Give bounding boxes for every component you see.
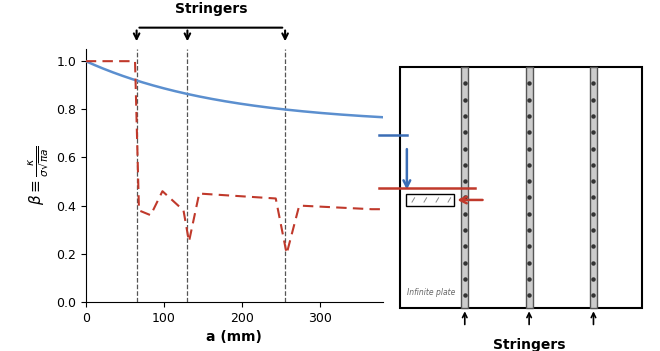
Text: Stringers: Stringers <box>175 2 247 16</box>
Text: Stringers: Stringers <box>493 338 566 351</box>
Bar <box>405 194 455 206</box>
Bar <box>590 67 597 309</box>
Y-axis label: $\beta \equiv \frac{\kappa}{\sigma\sqrt{\pi a}}$: $\beta \equiv \frac{\kappa}{\sigma\sqrt{… <box>26 146 51 205</box>
Bar <box>401 67 642 309</box>
X-axis label: a (mm): a (mm) <box>207 330 262 344</box>
Bar <box>525 67 533 309</box>
Bar <box>461 67 469 309</box>
Text: Infinite plate: Infinite plate <box>407 288 455 297</box>
